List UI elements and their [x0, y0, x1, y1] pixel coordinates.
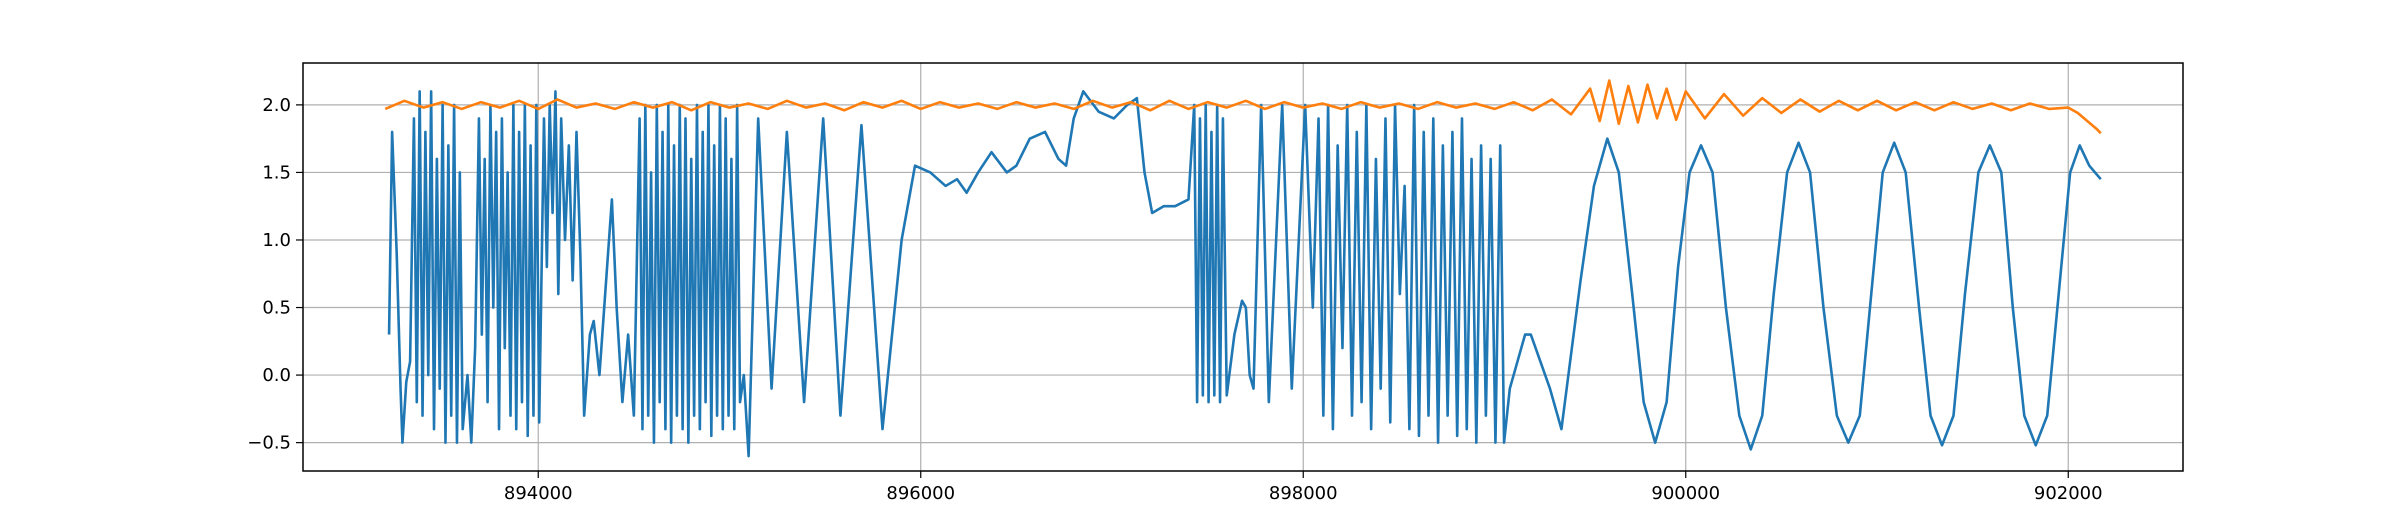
series-layer [384, 79, 2102, 458]
y-tick-label: 1.5 [262, 162, 291, 183]
y-tick-label: 0.5 [262, 298, 291, 319]
grid-layer [303, 63, 2183, 471]
y-tick-label: 0.0 [262, 365, 291, 386]
y-tick-label: −0.5 [247, 433, 291, 454]
x-tick-label: 894000 [504, 483, 573, 504]
y-tick-label: 2.0 [262, 95, 291, 116]
data-line [384, 79, 2102, 135]
x-tick-label: 896000 [886, 483, 955, 504]
x-tick-label: 902000 [2034, 483, 2103, 504]
axis-layer: 894000 896000 898000 900000 902000 −0.5 0.0 0.5… [247, 95, 2102, 504]
plot-frame [302, 62, 2184, 472]
x-tick-label: 898000 [1269, 483, 1338, 504]
y-tick-label: 1.0 [262, 230, 291, 251]
data-line [387, 90, 2102, 458]
x-tick-label: 900000 [1651, 483, 1720, 504]
